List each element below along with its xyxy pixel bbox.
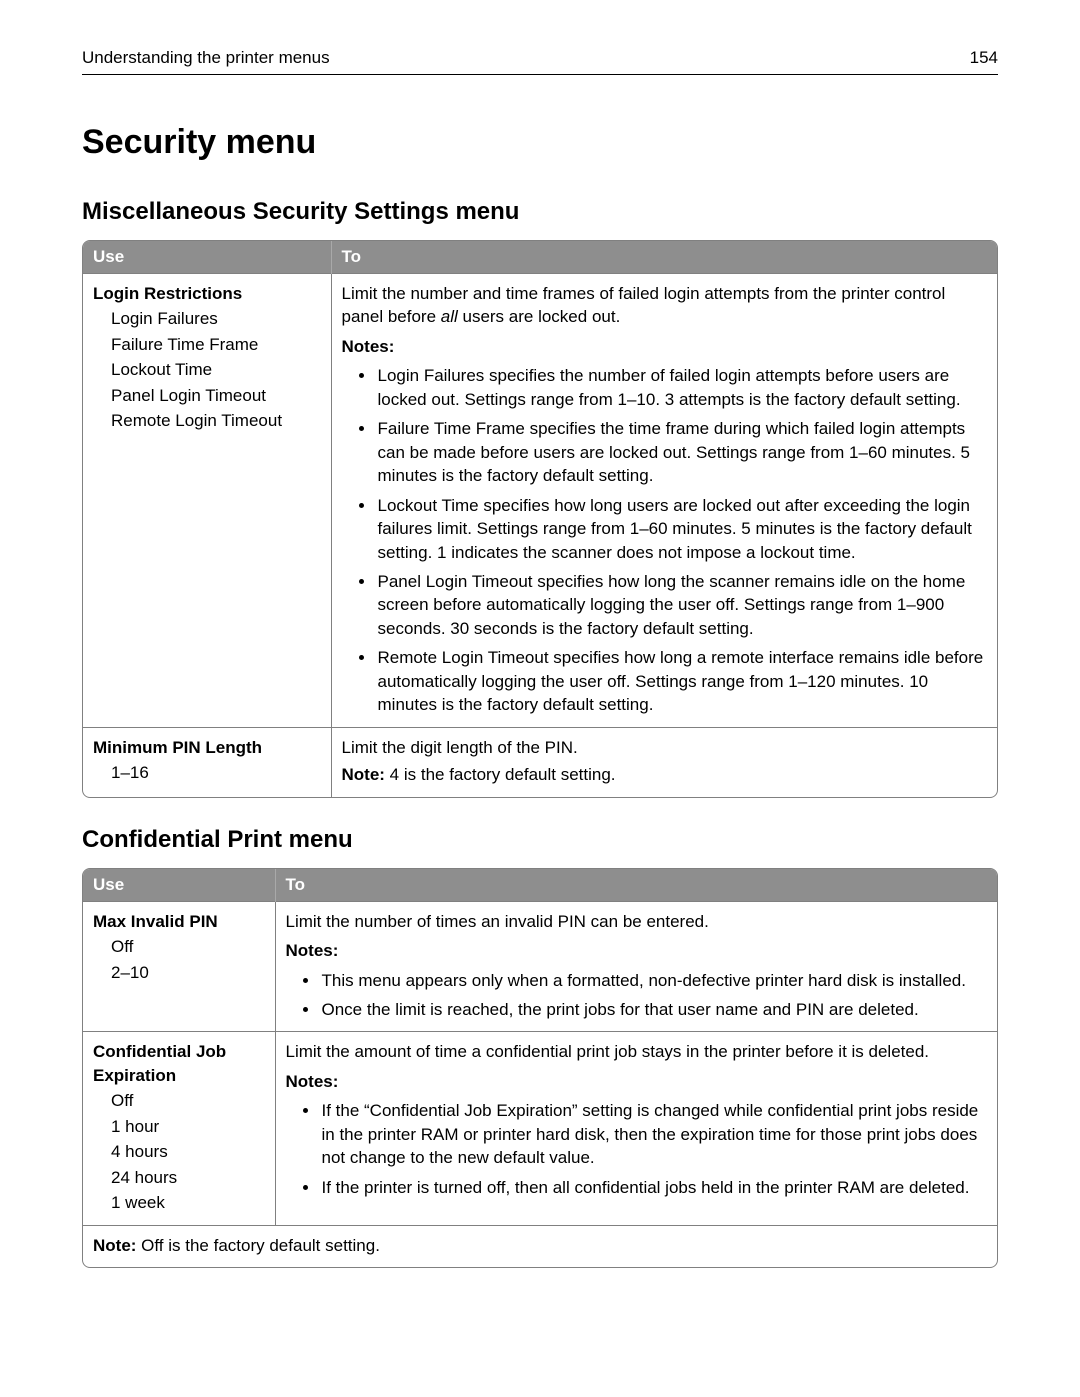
- to-cell-login-restrictions: Limit the number and time frames of fail…: [331, 274, 997, 728]
- option: Panel Login Timeout: [111, 384, 321, 407]
- description-text: Limit the digit length of the PIN.: [342, 736, 988, 759]
- note-label: Note:: [342, 765, 390, 784]
- note-item: Panel Login Timeout specifies how long t…: [376, 570, 988, 640]
- use-cell-max-invalid-pin: Max Invalid PIN Off 2–10: [83, 901, 275, 1032]
- confidential-print-table: Use To Max Invalid PIN Off 2–10 Limit th…: [82, 868, 998, 1268]
- option-list: 1–16: [93, 761, 321, 784]
- to-cell-min-pin: Limit the digit length of the PIN. Note:…: [331, 727, 997, 796]
- note-item: Lockout Time specifies how long users ar…: [376, 494, 988, 564]
- option-list: Off 1 hour 4 hours 24 hours 1 week: [93, 1089, 265, 1214]
- table-footnote-row: Note: Off is the factory default setting…: [83, 1225, 997, 1267]
- option: Failure Time Frame: [111, 333, 321, 356]
- col-header-use: Use: [83, 869, 275, 902]
- table-row: Minimum PIN Length 1–16 Limit the digit …: [83, 727, 997, 796]
- item-title: Confidential Job Expiration: [93, 1042, 226, 1084]
- inline-note: Note: 4 is the factory default setting.: [342, 763, 988, 786]
- option: 1–16: [111, 761, 321, 784]
- header-page-number: 154: [970, 48, 998, 68]
- note-item: Failure Time Frame specifies the time fr…: [376, 417, 988, 487]
- option-list: Login Failures Failure Time Frame Lockou…: [93, 307, 321, 432]
- section-heading-confidential-print: Confidential Print menu: [82, 826, 998, 854]
- item-title: Minimum PIN Length: [93, 738, 262, 757]
- option: Off: [111, 1089, 265, 1112]
- col-header-to: To: [275, 869, 997, 902]
- use-cell-min-pin: Minimum PIN Length 1–16: [83, 727, 331, 796]
- item-title: Login Restrictions: [93, 284, 242, 303]
- section-heading-misc-security: Miscellaneous Security Settings menu: [82, 198, 998, 226]
- table-row: Confidential Job Expiration Off 1 hour 4…: [83, 1032, 997, 1225]
- table-footnote: Note: Off is the factory default setting…: [83, 1225, 997, 1267]
- note-item: If the printer is turned off, then all c…: [320, 1176, 988, 1199]
- page-title: Security menu: [82, 123, 998, 162]
- to-cell-confidential-expiration: Limit the amount of time a confidential …: [275, 1032, 997, 1225]
- notes-list: Login Failures specifies the number of f…: [342, 364, 988, 716]
- option: Off: [111, 935, 265, 958]
- use-cell-login-restrictions: Login Restrictions Login Failures Failur…: [83, 274, 331, 728]
- notes-label: Notes:: [286, 1070, 988, 1093]
- note-item: This menu appears only when a formatted,…: [320, 969, 988, 992]
- option: 2–10: [111, 961, 265, 984]
- note-item: Remote Login Timeout specifies how long …: [376, 646, 988, 716]
- note-item: If the “Confidential Job Expiration” set…: [320, 1099, 988, 1169]
- table-row: Login Restrictions Login Failures Failur…: [83, 274, 997, 728]
- page-container: Understanding the printer menus 154 Secu…: [0, 0, 1080, 1328]
- option: 24 hours: [111, 1166, 265, 1189]
- note-text: Off is the factory default setting.: [141, 1236, 380, 1255]
- header-section-title: Understanding the printer menus: [82, 48, 330, 68]
- table-row: Max Invalid PIN Off 2–10 Limit the numbe…: [83, 901, 997, 1032]
- option: 1 hour: [111, 1115, 265, 1138]
- running-header: Understanding the printer menus 154: [82, 48, 998, 75]
- description-text: Limit the number of times an invalid PIN…: [286, 910, 988, 933]
- notes-label: Notes:: [342, 335, 988, 358]
- to-cell-max-invalid-pin: Limit the number of times an invalid PIN…: [275, 901, 997, 1032]
- table-header-row: Use To: [83, 869, 997, 902]
- description-text: Limit the amount of time a confidential …: [286, 1040, 988, 1063]
- table-header-row: Use To: [83, 241, 997, 274]
- option: Lockout Time: [111, 358, 321, 381]
- option: 1 week: [111, 1191, 265, 1214]
- col-header-use: Use: [83, 241, 331, 274]
- option: 4 hours: [111, 1140, 265, 1163]
- col-header-to: To: [331, 241, 997, 274]
- note-label: Note:: [93, 1236, 141, 1255]
- note-text: 4 is the factory default setting.: [390, 765, 616, 784]
- description-text: Limit the number and time frames of fail…: [342, 284, 946, 326]
- note-item: Login Failures specifies the number of f…: [376, 364, 988, 411]
- use-cell-confidential-expiration: Confidential Job Expiration Off 1 hour 4…: [83, 1032, 275, 1225]
- notes-list: If the “Confidential Job Expiration” set…: [286, 1099, 988, 1199]
- notes-list: This menu appears only when a formatted,…: [286, 969, 988, 1022]
- option-list: Off 2–10: [93, 935, 265, 984]
- notes-label: Notes:: [286, 939, 988, 962]
- item-title: Max Invalid PIN: [93, 912, 218, 931]
- option: Remote Login Timeout: [111, 409, 321, 432]
- misc-security-table: Use To Login Restrictions Login Failures…: [82, 240, 998, 798]
- note-item: Once the limit is reached, the print job…: [320, 998, 988, 1021]
- option: Login Failures: [111, 307, 321, 330]
